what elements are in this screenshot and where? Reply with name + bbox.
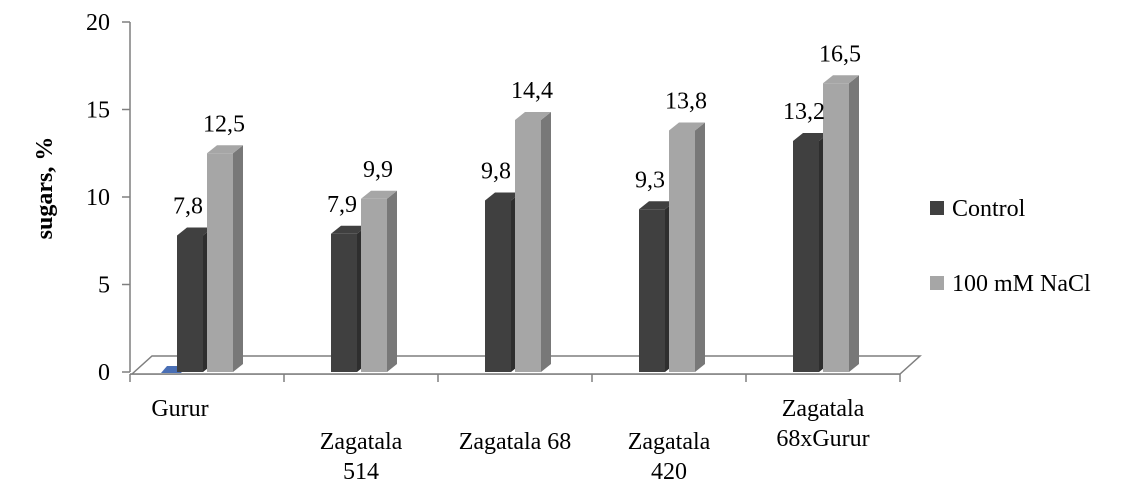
y-tick-label: 20 [86,10,110,36]
bar-top [669,122,705,131]
bar-front [331,233,357,372]
bar-100-mm-nacl-4 [823,75,859,372]
bar-side [387,190,397,372]
legend-label: 100 mM NaCl [952,271,1091,297]
bar-front [177,235,203,372]
data-label: 14,4 [511,78,553,104]
bar-front [485,200,511,372]
y-tick-label: 0 [98,360,110,386]
y-tick-label: 10 [86,185,110,211]
bar-top [331,225,367,234]
bar-side [849,75,859,372]
x-category-label: Zagatala 68 [459,429,572,455]
data-label: 7,8 [173,194,203,220]
bar-front [793,141,819,372]
chart-axes: 0 5 10 15 20 [86,10,901,386]
data-label: 13,2 [783,99,825,125]
y-tick-label: 15 [86,98,110,124]
bar-side [233,145,243,372]
bar-front [823,83,849,372]
chart-category-labels: Gurur Zagatala 514 Zagatala 68 Zagatala 420 Za… [151,396,869,485]
bar-front [669,130,695,372]
bar-top [515,112,551,120]
chart-bars [177,75,859,372]
bar-top [361,190,397,199]
legend-label: Control [952,196,1026,222]
bar-100-mm-nacl-1 [361,190,397,372]
data-label: 9,3 [635,167,665,193]
data-label: 9,9 [363,157,393,183]
y-tick-label: 5 [98,273,110,299]
bar-top [793,133,829,141]
bar-front [515,120,541,372]
bar-top [177,227,213,236]
chart-legend: Control 100 mM NaCl [930,196,1091,297]
bar-front [207,153,233,372]
bar-front [639,209,665,372]
data-label: 16,5 [819,41,861,67]
x-category-label: Zagatala 420 [628,429,711,485]
bar-100-mm-nacl-0 [207,145,243,372]
bar-100-mm-nacl-3 [669,122,705,372]
data-label: 13,8 [665,89,707,115]
chart-data-labels: 7,8 7,9 9,8 9,3 13,2 12,5 9,9 14,4 13,8 16,5 [173,41,861,219]
bar-top [823,75,859,84]
bar-top [485,192,521,201]
data-label: 7,9 [327,192,357,218]
bar-side [695,122,705,372]
bar-side [541,112,551,372]
legend-swatch [930,276,944,290]
data-label: 9,8 [481,159,511,185]
data-label: 12,5 [203,111,245,137]
x-category-label: Gurur [151,396,208,422]
legend-swatch [930,201,944,215]
x-category-label: Zagatala 68xGurur [776,396,869,452]
bar-100-mm-nacl-2 [515,112,551,372]
bar-top [639,201,675,210]
bar-top [207,145,243,154]
bar-front [361,198,387,372]
y-axis-label: sugars, % [32,137,58,240]
x-category-label: Zagatala 514 [320,429,403,485]
